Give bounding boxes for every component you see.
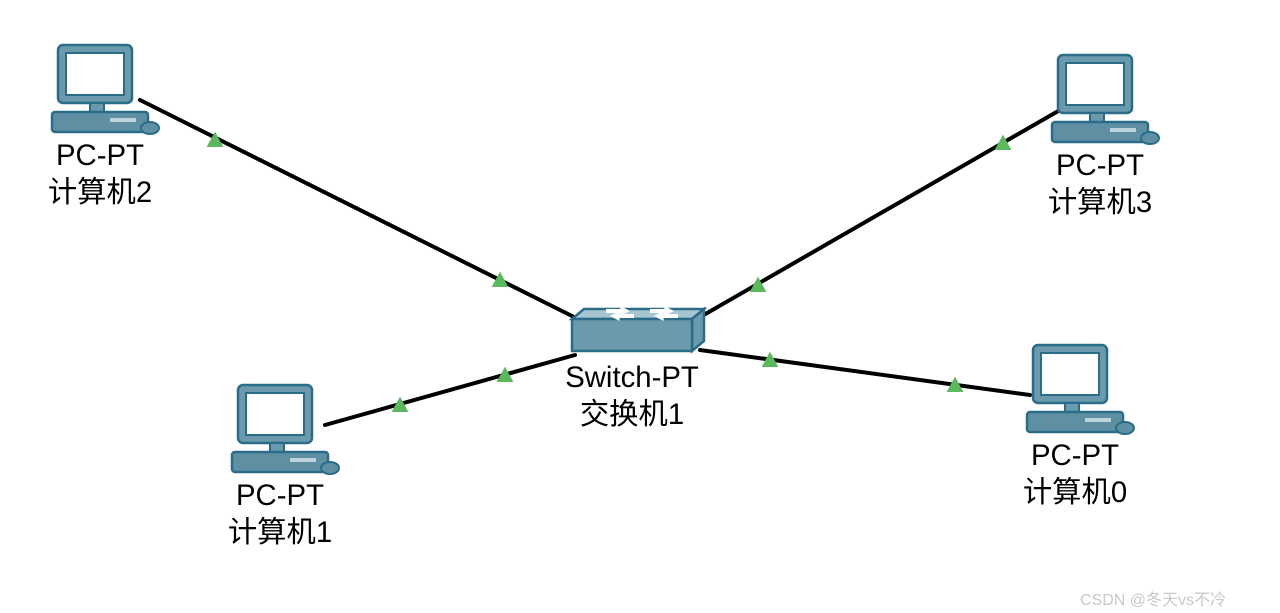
device-type-label: PC-PT — [955, 438, 1195, 475]
device-name-label: 交换机1 — [512, 397, 752, 434]
device-type-label: Switch-PT — [512, 360, 752, 397]
pc-device[interactable]: PC-PT计算机3 — [980, 148, 1220, 221]
switch-device[interactable]: Switch-PT交换机1 — [512, 360, 752, 433]
device-name-label: 计算机1 — [160, 515, 400, 552]
device-type-label: PC-PT — [0, 138, 220, 175]
pc-device[interactable]: PC-PT计算机0 — [955, 438, 1195, 511]
device-name-label: 计算机3 — [980, 185, 1220, 222]
device-name-label: 计算机2 — [0, 175, 220, 212]
device-name-label: 计算机0 — [955, 475, 1195, 512]
pc-device[interactable]: PC-PT计算机1 — [160, 478, 400, 551]
device-type-label: PC-PT — [980, 148, 1220, 185]
topology-canvas: PC-PT计算机2PC-PT计算机3PC-PT计算机1PC-PT计算机0Swit… — [0, 0, 1280, 613]
watermark-text: CSDN @冬天vs不冷 — [1080, 586, 1226, 610]
device-type-label: PC-PT — [160, 478, 400, 515]
pc-device[interactable]: PC-PT计算机2 — [0, 138, 220, 211]
